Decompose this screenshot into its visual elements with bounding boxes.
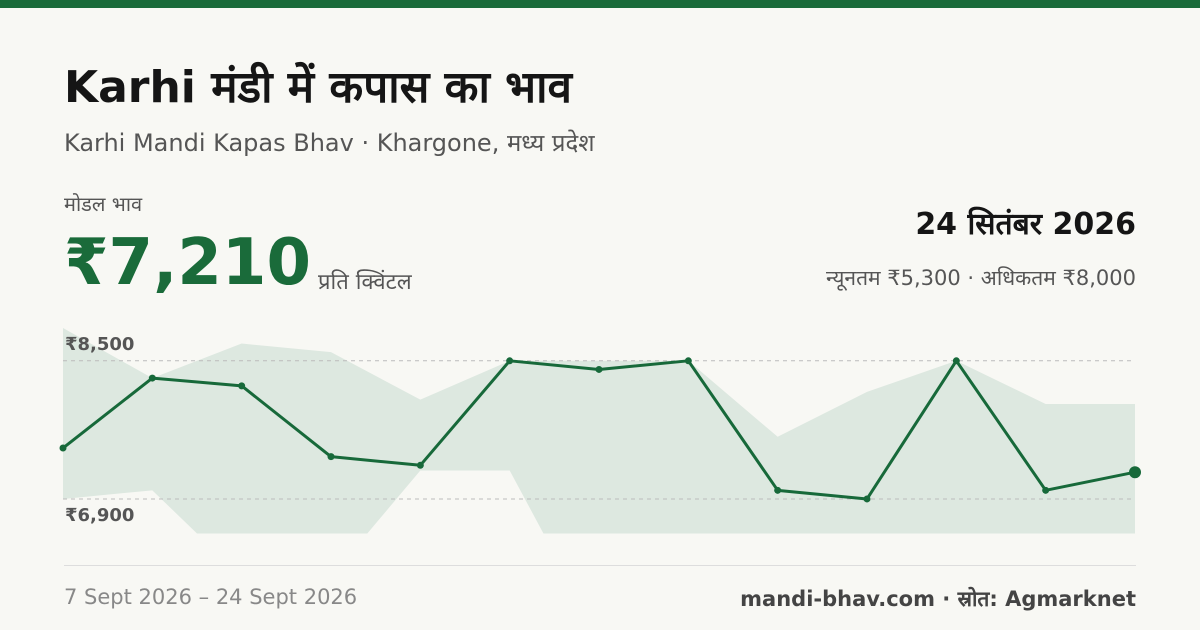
point [327, 453, 335, 461]
y-tick-label: ₹8,500 [65, 334, 134, 355]
point [863, 495, 871, 503]
price-unit: प्रति क्विंटल [318, 270, 412, 295]
point [59, 444, 67, 452]
source: mandi-bhav.com · स्रोत: Agmarknet [740, 587, 1136, 611]
price-label: मोडल भाव [64, 192, 143, 216]
plot [63, 328, 1135, 534]
title: Karhi मंडी में कपास का भाव [64, 62, 572, 113]
point [1042, 486, 1050, 494]
range-band [63, 328, 1135, 534]
point [148, 374, 156, 382]
point [684, 357, 692, 365]
point [595, 365, 603, 373]
top-bar [0, 0, 1200, 8]
y-tick-label: ₹6,900 [65, 505, 134, 526]
point [952, 357, 960, 365]
point [774, 486, 782, 494]
point [506, 357, 514, 365]
separator [64, 565, 1136, 566]
subtitle: Karhi Mandi Kapas Bhav · Khargone, मध्य … [64, 129, 595, 157]
date-range: 7 Sept 2026 – 24 Sept 2026 [64, 585, 358, 609]
price-date: 24 सितंबर 2026 [915, 207, 1136, 242]
price-value: ₹7,210 [64, 226, 311, 300]
price-range: न्यूनतम ₹5,300 · अधिकतम ₹8,000 [826, 266, 1136, 290]
point [238, 382, 246, 390]
point [1129, 466, 1141, 479]
point [416, 461, 424, 469]
